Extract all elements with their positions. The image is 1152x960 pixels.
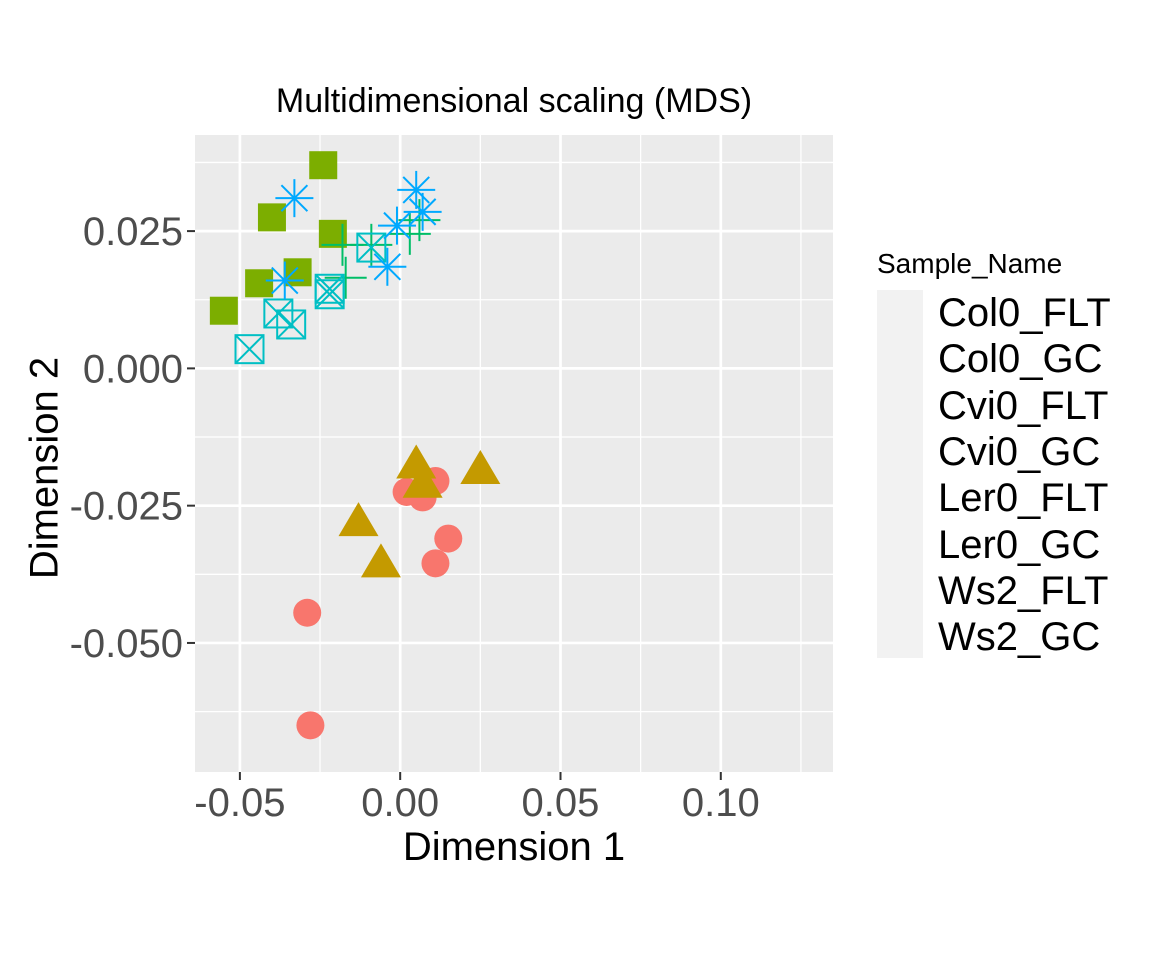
data-point xyxy=(234,334,265,365)
cross-b xyxy=(356,232,387,263)
data-point xyxy=(460,449,501,484)
cross-b xyxy=(263,298,294,329)
cross-b xyxy=(314,279,345,309)
circle-shape xyxy=(421,549,450,578)
square-shape xyxy=(245,269,274,298)
data-point xyxy=(388,212,431,255)
data-point xyxy=(296,711,325,740)
square-outline xyxy=(276,309,307,340)
data-point xyxy=(377,206,416,245)
legend-label: Col0_FLT xyxy=(938,291,1111,335)
data-point xyxy=(257,203,286,232)
ast-d2 xyxy=(280,184,309,212)
x-axis-title: Dimension 1 xyxy=(402,825,626,869)
data-point xyxy=(265,261,304,300)
plot-panel xyxy=(195,135,833,772)
data-point xyxy=(402,463,443,498)
square-outline xyxy=(234,334,265,365)
data-point xyxy=(324,256,367,299)
y-tick-label: 0.000 xyxy=(83,347,183,391)
data-point xyxy=(434,524,463,553)
circle-shape xyxy=(434,524,463,553)
data-point xyxy=(403,192,442,231)
y-tick-label: -0.025 xyxy=(70,485,183,529)
square-outline xyxy=(263,298,294,329)
square-shape xyxy=(257,203,286,232)
triangle-shape xyxy=(360,543,401,578)
legend-title: Sample_Name xyxy=(877,248,1063,279)
square-outline xyxy=(314,279,345,310)
data-point xyxy=(209,296,238,325)
data-point xyxy=(293,598,322,627)
ast-d2 xyxy=(271,266,299,295)
legend-label: Ler0_GC xyxy=(938,522,1101,567)
series-Ler0_GC xyxy=(265,170,442,300)
data-point xyxy=(397,170,436,209)
data-point xyxy=(360,543,401,578)
data-point xyxy=(309,151,338,180)
square-shape xyxy=(209,296,238,325)
circle-shape xyxy=(296,711,325,740)
x-tick-label: -0.05 xyxy=(194,781,285,825)
x-tick-label: 0.05 xyxy=(522,781,600,825)
ast-d2 xyxy=(373,253,402,281)
series-Ler0_FLT xyxy=(234,232,387,365)
ast-d2 xyxy=(408,198,437,226)
data-point xyxy=(356,232,387,263)
ast-d2 xyxy=(383,211,411,240)
triangle-shape xyxy=(460,449,501,484)
y-tick-label: 0.025 xyxy=(83,210,183,254)
square-outline xyxy=(356,232,387,263)
triangle-shape xyxy=(402,463,443,498)
legend-label: Ws2_GC xyxy=(938,615,1101,660)
data-point xyxy=(368,247,407,286)
series-Cvi0_FLT xyxy=(209,151,347,325)
series-Col0_GC xyxy=(338,444,501,578)
data-point xyxy=(245,269,274,298)
ast-d2 xyxy=(402,176,430,204)
x-tick-label: 0.00 xyxy=(361,781,439,825)
legend-label: Cvi0_FLT xyxy=(938,383,1109,428)
data-point xyxy=(283,258,312,287)
cross-b xyxy=(276,309,306,340)
circle-shape xyxy=(293,598,322,627)
data-point xyxy=(263,298,294,329)
data-point xyxy=(421,549,450,578)
y-tick-label: -0.050 xyxy=(70,622,183,666)
legend-label: Ws2_FLT xyxy=(938,568,1109,613)
x-tick-label: 0.10 xyxy=(682,781,760,825)
data-point xyxy=(314,279,345,310)
data-point xyxy=(275,179,314,218)
y-axis-title: Dimension 2 xyxy=(22,356,67,580)
square-shape xyxy=(283,258,312,287)
triangle-shape xyxy=(338,502,379,537)
legend-key-background xyxy=(877,290,923,658)
series-Cvi0_GC xyxy=(321,199,441,299)
chart-title: Multidimensional scaling (MDS) xyxy=(275,82,753,120)
cross-b xyxy=(234,334,265,364)
data-point xyxy=(338,502,379,537)
square-shape xyxy=(309,151,338,180)
legend-label: Col0_GC xyxy=(938,337,1103,382)
data-point xyxy=(276,309,307,340)
legend-label: Ler0_FLT xyxy=(938,476,1109,521)
legend-label: Cvi0_GC xyxy=(938,429,1101,474)
